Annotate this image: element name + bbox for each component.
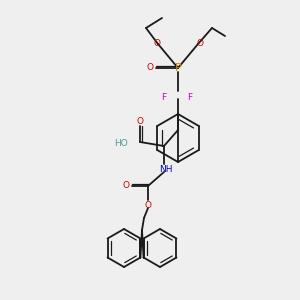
Text: O: O: [145, 200, 152, 209]
Text: HO: HO: [114, 139, 128, 148]
Text: F: F: [188, 92, 193, 101]
Text: P: P: [175, 63, 182, 73]
Text: O: O: [122, 182, 130, 190]
Text: NH: NH: [159, 164, 173, 173]
Text: O: O: [154, 40, 160, 49]
Text: O: O: [136, 118, 143, 127]
Text: O: O: [146, 64, 154, 73]
Text: O: O: [196, 40, 203, 49]
Text: F: F: [161, 92, 166, 101]
